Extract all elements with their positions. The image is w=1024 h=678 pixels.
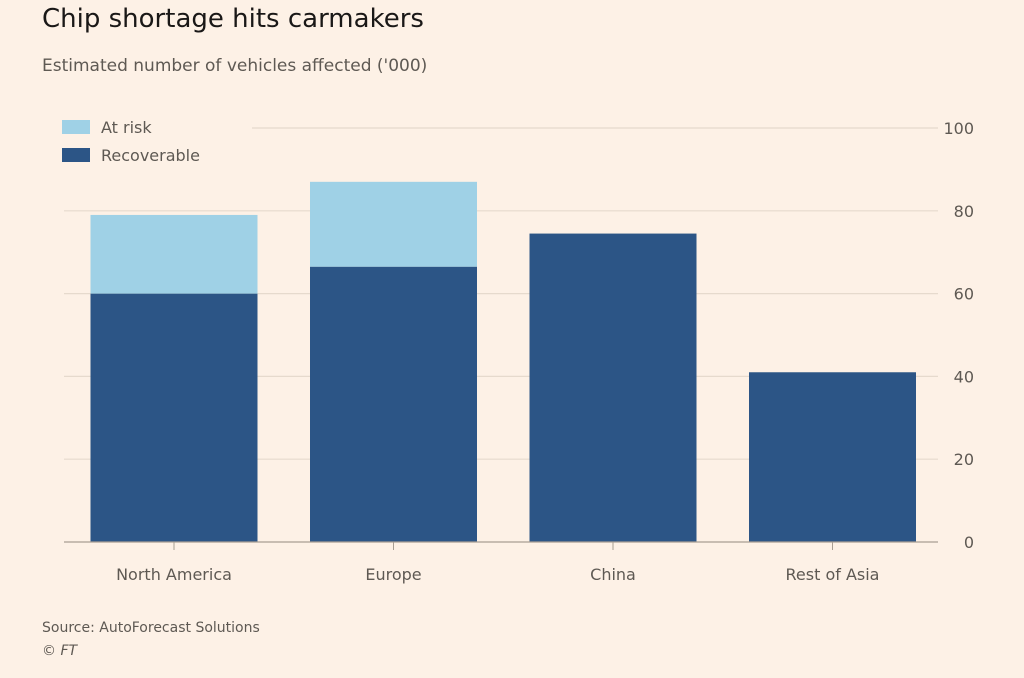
bar-at-risk-north-america [90,214,258,294]
x-tick-label-rest-of-asia: Rest of Asia [786,565,880,584]
legend-swatch-recoverable [62,148,90,162]
chart-subtitle: Estimated number of vehicles affected ('… [42,56,428,76]
chart-title: Chip shortage hits carmakers [42,4,424,34]
x-tick-label-china: China [590,565,636,584]
x-tick-label-europe: Europe [365,565,421,584]
x-tick-label-north-america: North America [116,565,232,584]
bar-recoverable-europe [310,266,477,542]
bar-recoverable-china [529,233,697,542]
legend-label-recoverable: Recoverable [101,146,200,165]
bar-recoverable-rest-of-asia [749,372,916,542]
y-tick-label-60: 60 [954,285,974,304]
y-axis: 0 20 40 60 80 100 [943,119,974,552]
source-note: Source: AutoForecast Solutions [42,620,260,636]
bar-at-risk-europe [310,181,477,267]
y-tick-label-0: 0 [964,533,974,552]
legend-swatch-at-risk [62,120,90,134]
y-tick-label-100: 100 [943,119,974,138]
legend-label-at-risk: At risk [101,118,152,137]
bars [90,181,916,542]
y-tick-label-40: 40 [954,367,974,386]
y-tick-label-20: 20 [954,450,974,469]
x-axis: North America Europe China Rest of Asia [64,541,938,584]
bar-recoverable-north-america [90,293,258,542]
y-tick-label-80: 80 [954,202,974,221]
copyright-note: © FT [42,643,78,659]
legend: At risk Recoverable [62,118,200,165]
